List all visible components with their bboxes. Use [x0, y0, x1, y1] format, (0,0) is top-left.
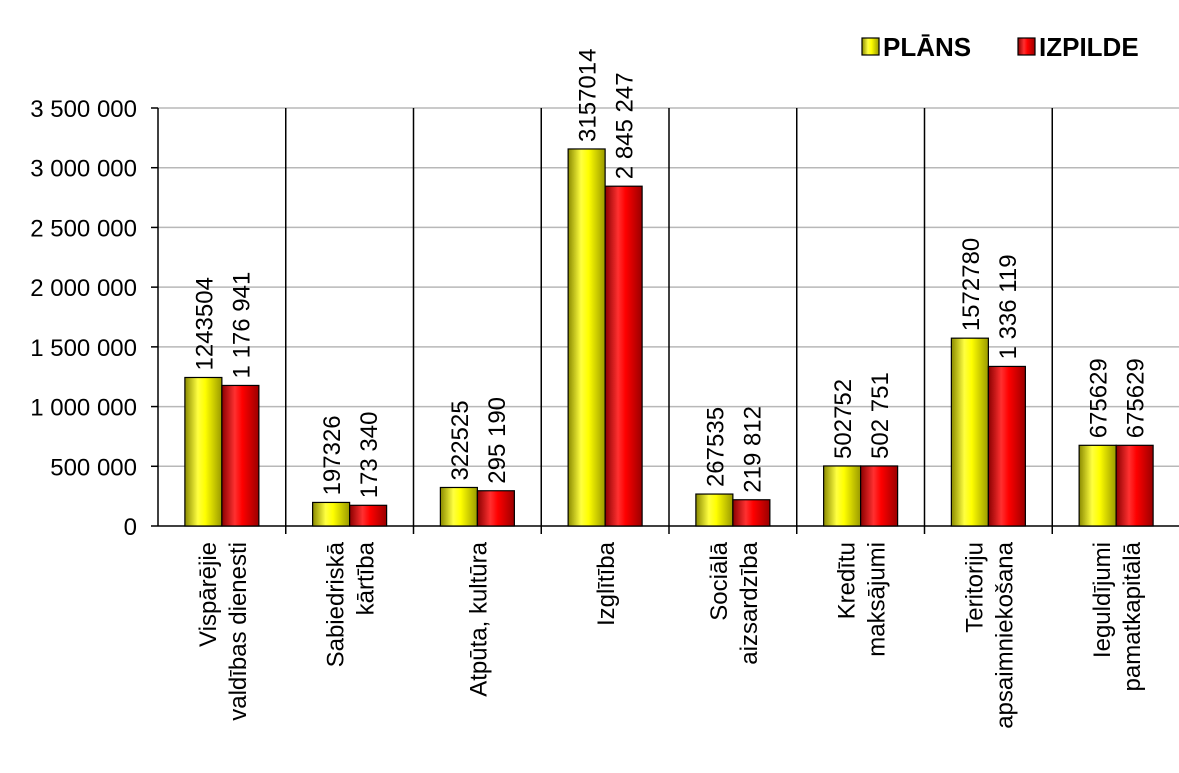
category-label-line: valdības dienesti	[225, 542, 252, 721]
y-tick-label: 0	[124, 514, 137, 541]
bar-izpilde	[604, 185, 643, 527]
data-label: 173 340	[356, 412, 383, 499]
bar-izpilde	[1115, 444, 1154, 527]
data-label: 197326	[319, 415, 346, 495]
legend-swatch	[861, 37, 880, 56]
category-label-line: Izglītība	[593, 541, 620, 626]
y-tick-label: 2 500 000	[30, 215, 137, 242]
category-separators	[285, 108, 1053, 534]
y-tick-label: 2 000 000	[30, 275, 137, 302]
data-labels: 1243504 1 176 941 197326 173 340 322525 295 1…	[191, 49, 1149, 499]
bar-plāns	[439, 486, 478, 527]
data-label: 3157014	[575, 49, 602, 142]
data-label: 1 336 119	[995, 254, 1022, 359]
legend-swatch	[1017, 37, 1036, 56]
y-tick-label: 3 000 000	[30, 156, 137, 183]
bar-izpilde	[221, 384, 260, 527]
bar-izpilde	[860, 465, 899, 527]
bar-izpilde	[476, 490, 515, 527]
category-label-line: apsaimniekošana	[991, 541, 1018, 728]
y-tick-label: 500 000	[50, 454, 137, 481]
category-label: Teritoriju apsaimniekošana	[961, 541, 1018, 728]
y-tick-label: 1 000 000	[30, 395, 137, 422]
bar-izpilde	[987, 365, 1026, 527]
data-label: 502 751	[867, 372, 894, 459]
legend-label: PLĀNS	[883, 32, 971, 62]
data-label: 675629	[1086, 358, 1113, 438]
category-label: Kredītu maksājumi	[834, 542, 891, 657]
data-label: 322525	[447, 400, 474, 480]
category-label-line: maksājumi	[864, 542, 891, 657]
category-label-line: aizsardzība	[736, 541, 763, 664]
bar-izpilde	[349, 504, 388, 527]
y-tick-label: 3 500 000	[30, 96, 137, 123]
category-label-line: pamatkapitālā	[1119, 541, 1146, 691]
data-label: 267535	[702, 407, 729, 487]
category-label: Sabiedriskā kārtība	[323, 541, 380, 667]
bar-izpilde	[732, 499, 771, 527]
category-label-line: Ieguldījumi	[1089, 542, 1116, 658]
bar-plāns	[950, 337, 989, 527]
bar-plāns	[1078, 444, 1117, 527]
category-label-line: kārtība	[353, 541, 380, 615]
category-label-line: Teritoriju	[961, 542, 988, 633]
category-label: Atpūta, kultūra	[465, 541, 492, 696]
data-label: 1572780	[958, 238, 985, 331]
category-label-line: Sabiedriskā	[323, 541, 350, 667]
category-labels: Vispārējie valdības dienesti Sabiedriskā kā…	[195, 541, 1146, 728]
legend: PLĀNS IZPILDE	[861, 32, 1139, 62]
bar-plāns	[823, 465, 862, 527]
bar-plāns	[312, 501, 351, 527]
category-label-line: Kredītu	[834, 542, 861, 619]
data-label: 295 190	[484, 397, 511, 484]
y-tick-label: 1 500 000	[30, 335, 137, 362]
category-label: Vispārējie valdības dienesti	[195, 542, 252, 721]
data-label: 1243504	[191, 277, 218, 370]
legend-label: IZPILDE	[1039, 32, 1139, 62]
bar-plāns	[184, 376, 223, 527]
data-label: 2 845 247	[612, 72, 639, 179]
bar-plāns	[567, 148, 606, 527]
bars	[184, 148, 1154, 527]
category-label-line: Atpūta, kultūra	[465, 541, 492, 696]
data-label: 1 176 941	[228, 272, 255, 379]
category-label: Sociālā aizsardzība	[706, 541, 763, 664]
bar-plāns	[695, 493, 734, 527]
data-label: 219 812	[739, 406, 766, 493]
category-label: Ieguldījumi pamatkapitālā	[1089, 541, 1146, 691]
data-label: 502752	[830, 379, 857, 459]
data-label: 675629	[1123, 358, 1150, 438]
category-label-line: Vispārējie	[195, 542, 222, 647]
category-label-line: Sociālā	[706, 541, 733, 620]
category-label: Izglītība	[593, 541, 620, 626]
